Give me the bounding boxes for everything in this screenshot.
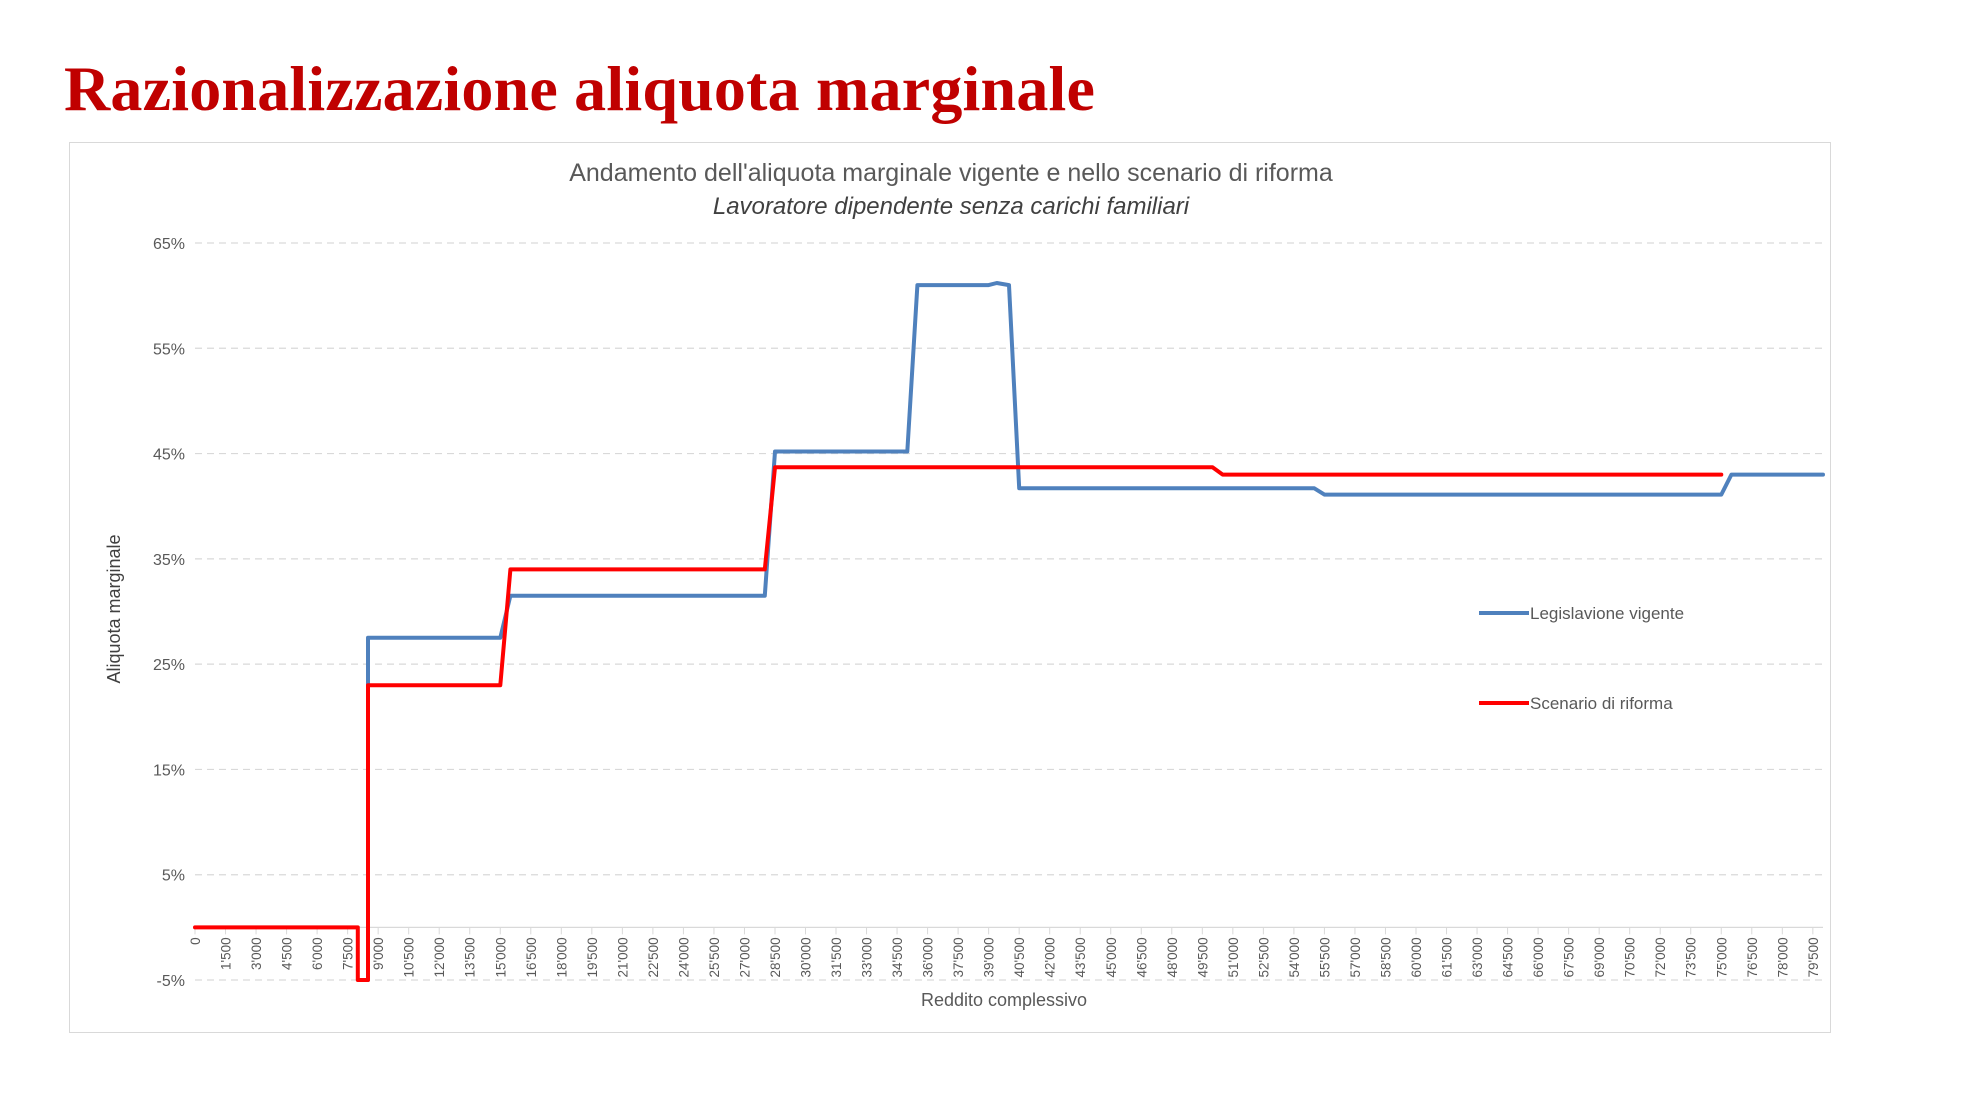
x-tick-label: 75'000 [1714,937,1729,977]
y-tick-label: 35% [153,552,185,569]
x-tick-label: 55'500 [1317,937,1332,977]
x-tick-label: 28'500 [768,937,783,977]
x-tick-label: 54'000 [1287,937,1302,977]
y-tick-label: -5% [157,973,185,990]
y-axis-ticks: -5% 5% 15% 25% 35% 45% 55% 65% [153,236,185,990]
x-tick-label: 61'500 [1440,937,1455,977]
x-tick-label: 49'500 [1195,937,1210,977]
x-tick-label: 12'000 [432,937,447,977]
x-tick-label: 58'500 [1378,937,1393,977]
x-tick-label: 45'000 [1104,937,1119,977]
x-tick-label: 4'500 [280,937,295,970]
x-tick-label: 60'000 [1409,937,1424,977]
x-tick-label: 70'500 [1623,937,1638,977]
x-tick-label: 42'000 [1043,937,1058,977]
x-tick-label: 24'000 [676,937,691,977]
y-tick-label: 15% [153,762,185,779]
x-tick-label: 21'000 [615,937,630,977]
x-tick-label: 48'000 [1165,937,1180,977]
x-tick-label: 40'500 [1012,937,1027,977]
y-tick-label: 5% [162,868,185,885]
x-tick-label: 25'500 [707,937,722,977]
x-axis: 0 1'500 3'000 4'500 6'000 7'500 9'000 10'500 12'… [188,926,1823,977]
x-tick-label: 10'500 [402,937,417,977]
x-tick-label: 15'000 [493,937,508,977]
x-tick-label: 78'000 [1775,937,1790,977]
slide-title: Razionalizzazione aliquota marginale [64,53,1096,124]
x-tick-label: 72'000 [1653,937,1668,977]
series-line-2 [193,465,1724,982]
x-tick-label: 37'500 [951,937,966,977]
x-tick-label: 79'500 [1806,937,1821,977]
x-tick-label: 33'000 [860,937,875,977]
y-tick-label: 55% [153,341,185,358]
x-tick-label: 9'000 [371,937,386,970]
legend: Legislavione vigente Scenario di riforma [1479,604,1684,713]
x-tick-label: 73'500 [1684,937,1699,977]
series-lines [193,281,1825,982]
x-tick-label: 36'000 [921,937,936,977]
x-tick-label: 46'500 [1134,937,1149,977]
x-tick-label: 22'500 [646,937,661,977]
x-tick-label: 34'500 [890,937,905,977]
gridlines [195,242,1823,981]
x-tick-label: 76'500 [1745,937,1760,977]
x-tick-label: 51'000 [1226,937,1241,977]
legend-label: Legislavione vigente [1530,604,1684,623]
x-tick-label: 67'500 [1562,937,1577,977]
x-tick-label: 39'000 [982,937,997,977]
x-tick-label: 27'000 [737,937,752,977]
y-tick-label: 65% [153,236,185,253]
x-tick-label: 52'500 [1256,937,1271,977]
x-axis-label: Reddito complessivo [921,990,1087,1010]
series-line-1 [366,281,1825,982]
x-tick-label: 63'000 [1470,937,1485,977]
x-tick-label: 3'000 [249,937,264,970]
y-tick-label: 45% [153,447,185,464]
x-tick-label: 0 [188,937,203,945]
x-tick-label: 31'500 [829,937,844,977]
x-tick-label: 7'500 [341,937,356,970]
x-tick-label: 1'500 [219,937,234,970]
chart-subtitle: Lavoratore dipendente senza carichi fami… [713,193,1190,220]
x-tick-label: 6'000 [310,937,325,970]
x-tick-label: 18'000 [554,937,569,977]
y-tick-label: 25% [153,657,185,674]
x-tick-label: 66'000 [1531,937,1546,977]
x-tick-label: 30'000 [799,937,814,977]
x-tick-label: 43'500 [1073,937,1088,977]
chart-title: Andamento dell'aliquota marginale vigent… [569,159,1333,187]
x-tick-label: 69'000 [1592,937,1607,977]
x-tick-label: 16'500 [524,937,539,977]
x-tick-label: 57'000 [1348,937,1363,977]
y-axis-label: Aliquota marginale [104,534,124,683]
x-tick-label: 19'500 [585,937,600,977]
chart-frame: Andamento dell'aliquota marginale vigent… [69,142,1831,1033]
line-chart: Andamento dell'aliquota marginale vigent… [104,159,1825,1010]
x-tick-label: 64'500 [1501,937,1516,977]
x-tick-label: 13'500 [463,937,478,977]
legend-label: Scenario di riforma [1530,694,1673,713]
